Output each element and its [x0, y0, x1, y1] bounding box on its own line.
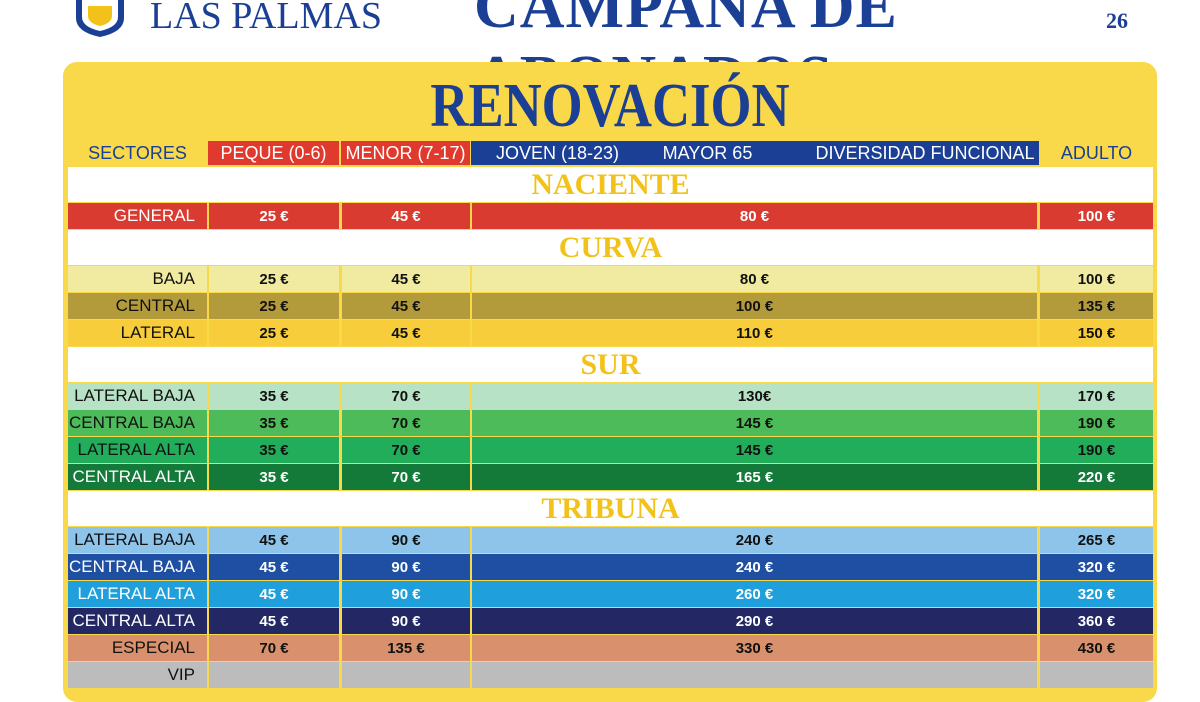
table-title: RENOVACIÓN	[430, 72, 790, 140]
price-cell: 80 €	[472, 203, 1037, 229]
price-cell: 70 €	[342, 410, 470, 436]
price-cell: 165 €	[472, 464, 1037, 490]
price-cell: 135 €	[342, 635, 470, 661]
price-cell: 150 €	[1040, 320, 1153, 346]
sector-label: VIP	[68, 662, 207, 688]
price-cell: 240 €	[472, 554, 1037, 580]
header-band	[471, 141, 1039, 165]
page: LAS PALMAS CAMPAÑA DE ABONADOS 26 RENOVA…	[63, 0, 1157, 702]
sector-label: LATERAL	[68, 320, 207, 346]
price-cell: 100 €	[1040, 266, 1153, 292]
price-cell: 330 €	[472, 635, 1037, 661]
sector-label: LATERAL BAJA	[68, 383, 207, 409]
price-cell	[209, 662, 339, 688]
price-cell: 290 €	[472, 608, 1037, 634]
price-cell: 170 €	[1040, 383, 1153, 409]
price-cell: 45 €	[209, 527, 339, 553]
price-cell: 70 €	[342, 464, 470, 490]
price-cell: 220 €	[1040, 464, 1153, 490]
sector-label: CENTRAL BAJA	[68, 410, 207, 436]
price-cell: 45 €	[209, 608, 339, 634]
price-cell: 35 €	[209, 464, 339, 490]
sector-label: LATERAL ALTA	[68, 437, 207, 463]
column-header: SECTORES	[88, 142, 187, 163]
price-cell	[1040, 662, 1153, 688]
price-cell: 360 €	[1040, 608, 1153, 634]
column-header: DIVERSIDAD FUNCIONAL	[815, 142, 1035, 163]
season: 26	[1106, 8, 1128, 33]
sector-label: GENERAL	[68, 203, 207, 229]
price-cell: 25 €	[209, 293, 339, 319]
price-cell: 240 €	[472, 527, 1037, 553]
price-cell: 35 €	[209, 437, 339, 463]
sector-label: LATERAL ALTA	[68, 581, 207, 607]
price-cell: 45 €	[342, 203, 470, 229]
price-cell: 25 €	[209, 266, 339, 292]
price-cell: 190 €	[1040, 410, 1153, 436]
price-cell: 45 €	[342, 266, 470, 292]
club-name: LAS PALMAS	[150, 0, 382, 37]
sector-label: CENTRAL BAJA	[68, 554, 207, 580]
price-cell: 70 €	[209, 635, 339, 661]
section-header: SUR	[68, 347, 1153, 382]
price-cell: 100 €	[1040, 203, 1153, 229]
price-cell: 320 €	[1040, 554, 1153, 580]
club-crest	[76, 0, 124, 37]
column-header: PEQUE (0-6)	[208, 141, 339, 165]
price-cell: 130€	[472, 383, 1037, 409]
price-cell: 90 €	[342, 554, 470, 580]
section-header: TRIBUNA	[68, 491, 1153, 526]
price-cell: 90 €	[342, 608, 470, 634]
price-cell: 70 €	[342, 437, 470, 463]
price-cell: 70 €	[342, 383, 470, 409]
sector-label: CENTRAL ALTA	[68, 464, 207, 490]
column-header: JOVEN (18-23)	[495, 142, 620, 163]
price-cell: 45 €	[209, 554, 339, 580]
column-header: MAYOR 65	[662, 142, 753, 163]
price-cell: 145 €	[472, 410, 1037, 436]
price-cell: 45 €	[209, 581, 339, 607]
sector-label: BAJA	[68, 266, 207, 292]
sector-label: ESPECIAL	[68, 635, 207, 661]
sector-label: LATERAL BAJA	[68, 527, 207, 553]
price-cell: 265 €	[1040, 527, 1153, 553]
section-header: CURVA	[68, 230, 1153, 265]
price-cell: 45 €	[342, 320, 470, 346]
price-cell: 90 €	[342, 581, 470, 607]
price-cell: 100 €	[472, 293, 1037, 319]
price-cell	[472, 662, 1037, 688]
price-cell: 90 €	[342, 527, 470, 553]
price-cell: 35 €	[209, 383, 339, 409]
column-header: ADULTO	[1060, 142, 1133, 163]
price-cell: 190 €	[1040, 437, 1153, 463]
sector-label: CENTRAL	[68, 293, 207, 319]
price-cell: 320 €	[1040, 581, 1153, 607]
price-cell: 135 €	[1040, 293, 1153, 319]
price-cell: 430 €	[1040, 635, 1153, 661]
column-header: MENOR (7-17)	[341, 141, 470, 165]
sector-label: CENTRAL ALTA	[68, 608, 207, 634]
price-cell: 35 €	[209, 410, 339, 436]
price-cell	[342, 662, 470, 688]
price-cell: 260 €	[472, 581, 1037, 607]
price-cell: 145 €	[472, 437, 1037, 463]
price-cell: 110 €	[472, 320, 1037, 346]
price-cell: 80 €	[472, 266, 1037, 292]
price-cell: 25 €	[209, 203, 339, 229]
price-cell: 45 €	[342, 293, 470, 319]
price-cell: 25 €	[209, 320, 339, 346]
section-header: NACIENTE	[68, 167, 1153, 202]
